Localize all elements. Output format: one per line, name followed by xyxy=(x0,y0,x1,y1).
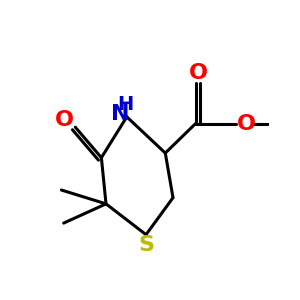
Text: O: O xyxy=(188,63,208,83)
Text: O: O xyxy=(55,110,74,130)
Text: N: N xyxy=(111,104,130,124)
Text: O: O xyxy=(237,113,256,134)
Text: H: H xyxy=(117,95,134,114)
Text: S: S xyxy=(138,236,154,255)
